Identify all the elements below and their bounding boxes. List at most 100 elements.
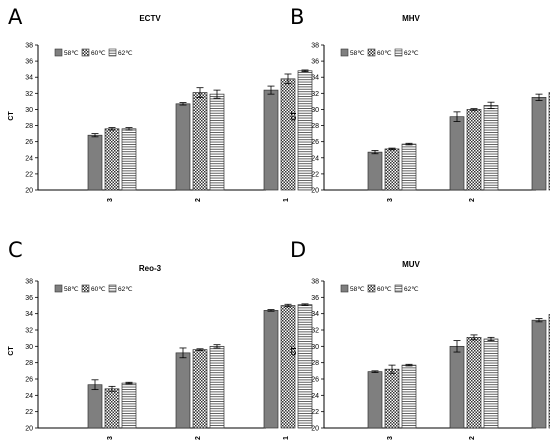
y-tick-label: 26 (25, 139, 33, 146)
legend-swatch (108, 284, 117, 293)
x-tick-label: 3 (107, 436, 114, 440)
y-tick-label: 30 (25, 107, 33, 114)
y-tick-label: 20 (311, 188, 319, 195)
y-tick-label: 32 (311, 91, 319, 98)
y-tick-label: 22 (25, 171, 33, 178)
x-tick-label: 3 (387, 198, 394, 202)
x-tick-label: 1 (283, 198, 290, 202)
y-tick-label: 24 (25, 393, 33, 400)
y-tick-label: 24 (311, 393, 319, 400)
legend-label: 60℃ (377, 286, 392, 293)
bar (104, 128, 120, 191)
y-tick-label: 20 (25, 188, 33, 195)
y-tick-label: 38 (25, 43, 33, 50)
bar (483, 338, 499, 429)
bar (87, 134, 103, 191)
y-tick-label: 26 (311, 377, 319, 384)
legend-label: 60℃ (91, 286, 106, 293)
panel-letter: C (8, 238, 23, 262)
legend-label: 62℃ (404, 50, 419, 57)
bar (209, 93, 225, 191)
legend-label: 60℃ (377, 50, 392, 57)
legend-swatch (340, 284, 349, 293)
bar (121, 382, 137, 429)
legend-swatch (108, 48, 117, 57)
y-tick-label: 28 (311, 123, 319, 130)
y-tick-label: 34 (25, 75, 33, 82)
legend-swatch (340, 48, 349, 57)
y-tick-label: 32 (25, 328, 33, 335)
y-tick-label: 30 (311, 344, 319, 351)
legend-swatch (54, 284, 63, 293)
bar (280, 305, 296, 429)
y-tick-label: 22 (311, 171, 319, 178)
bar (483, 105, 499, 191)
bar (104, 388, 120, 429)
y-tick-label: 34 (311, 75, 319, 82)
y-tick-label: 36 (25, 59, 33, 66)
y-tick-label: 36 (311, 59, 319, 66)
bar (367, 151, 383, 191)
x-tick-label: 2 (195, 436, 202, 440)
chart-title: ECTV (139, 14, 161, 23)
x-tick-label: 2 (195, 198, 202, 202)
bar (87, 384, 103, 429)
y-axis-label: CT (291, 111, 298, 121)
y-tick-label: 36 (311, 295, 319, 302)
bar (263, 310, 279, 429)
bar (384, 368, 400, 429)
bar (466, 109, 482, 191)
y-tick-label: 22 (25, 409, 33, 416)
y-tick-label: 20 (25, 426, 33, 433)
y-tick-label: 38 (311, 279, 319, 286)
bar (401, 364, 417, 429)
y-tick-label: 20 (311, 426, 319, 433)
chart-title: MUV (402, 260, 420, 269)
bar (531, 97, 547, 191)
y-tick-label: 38 (25, 279, 33, 286)
y-tick-label: 24 (25, 155, 33, 162)
bar (263, 89, 279, 191)
legend-swatch (394, 48, 403, 57)
y-tick-label: 30 (25, 344, 33, 351)
bar (280, 78, 296, 191)
bar (531, 319, 547, 429)
y-tick-label: 22 (311, 409, 319, 416)
y-axis-label: CT (291, 346, 298, 356)
bar (121, 128, 137, 191)
bar (209, 345, 225, 429)
bar (297, 70, 313, 191)
legend-label: 58℃ (64, 50, 79, 57)
legend-label: 58℃ (350, 50, 365, 57)
bar (367, 371, 383, 429)
bar (192, 349, 208, 429)
y-tick-label: 36 (25, 295, 33, 302)
legend-label: 58℃ (350, 286, 365, 293)
panel-letter: D (290, 238, 306, 262)
y-tick-label: 38 (311, 43, 319, 50)
panel-letter: A (8, 5, 23, 29)
y-axis-label: CT (8, 111, 15, 121)
bar (175, 352, 191, 429)
bar (449, 116, 465, 191)
legend-swatch (367, 284, 376, 293)
legend-swatch (81, 284, 90, 293)
y-tick-label: 34 (25, 311, 33, 318)
y-tick-label: 24 (311, 155, 319, 162)
bar (401, 143, 417, 191)
y-tick-label: 28 (25, 123, 33, 130)
y-tick-label: 32 (25, 91, 33, 98)
legend-label: 58℃ (64, 286, 79, 293)
y-tick-label: 26 (311, 139, 319, 146)
y-axis-label: CT (8, 346, 15, 356)
chart-title: MHV (402, 14, 420, 23)
